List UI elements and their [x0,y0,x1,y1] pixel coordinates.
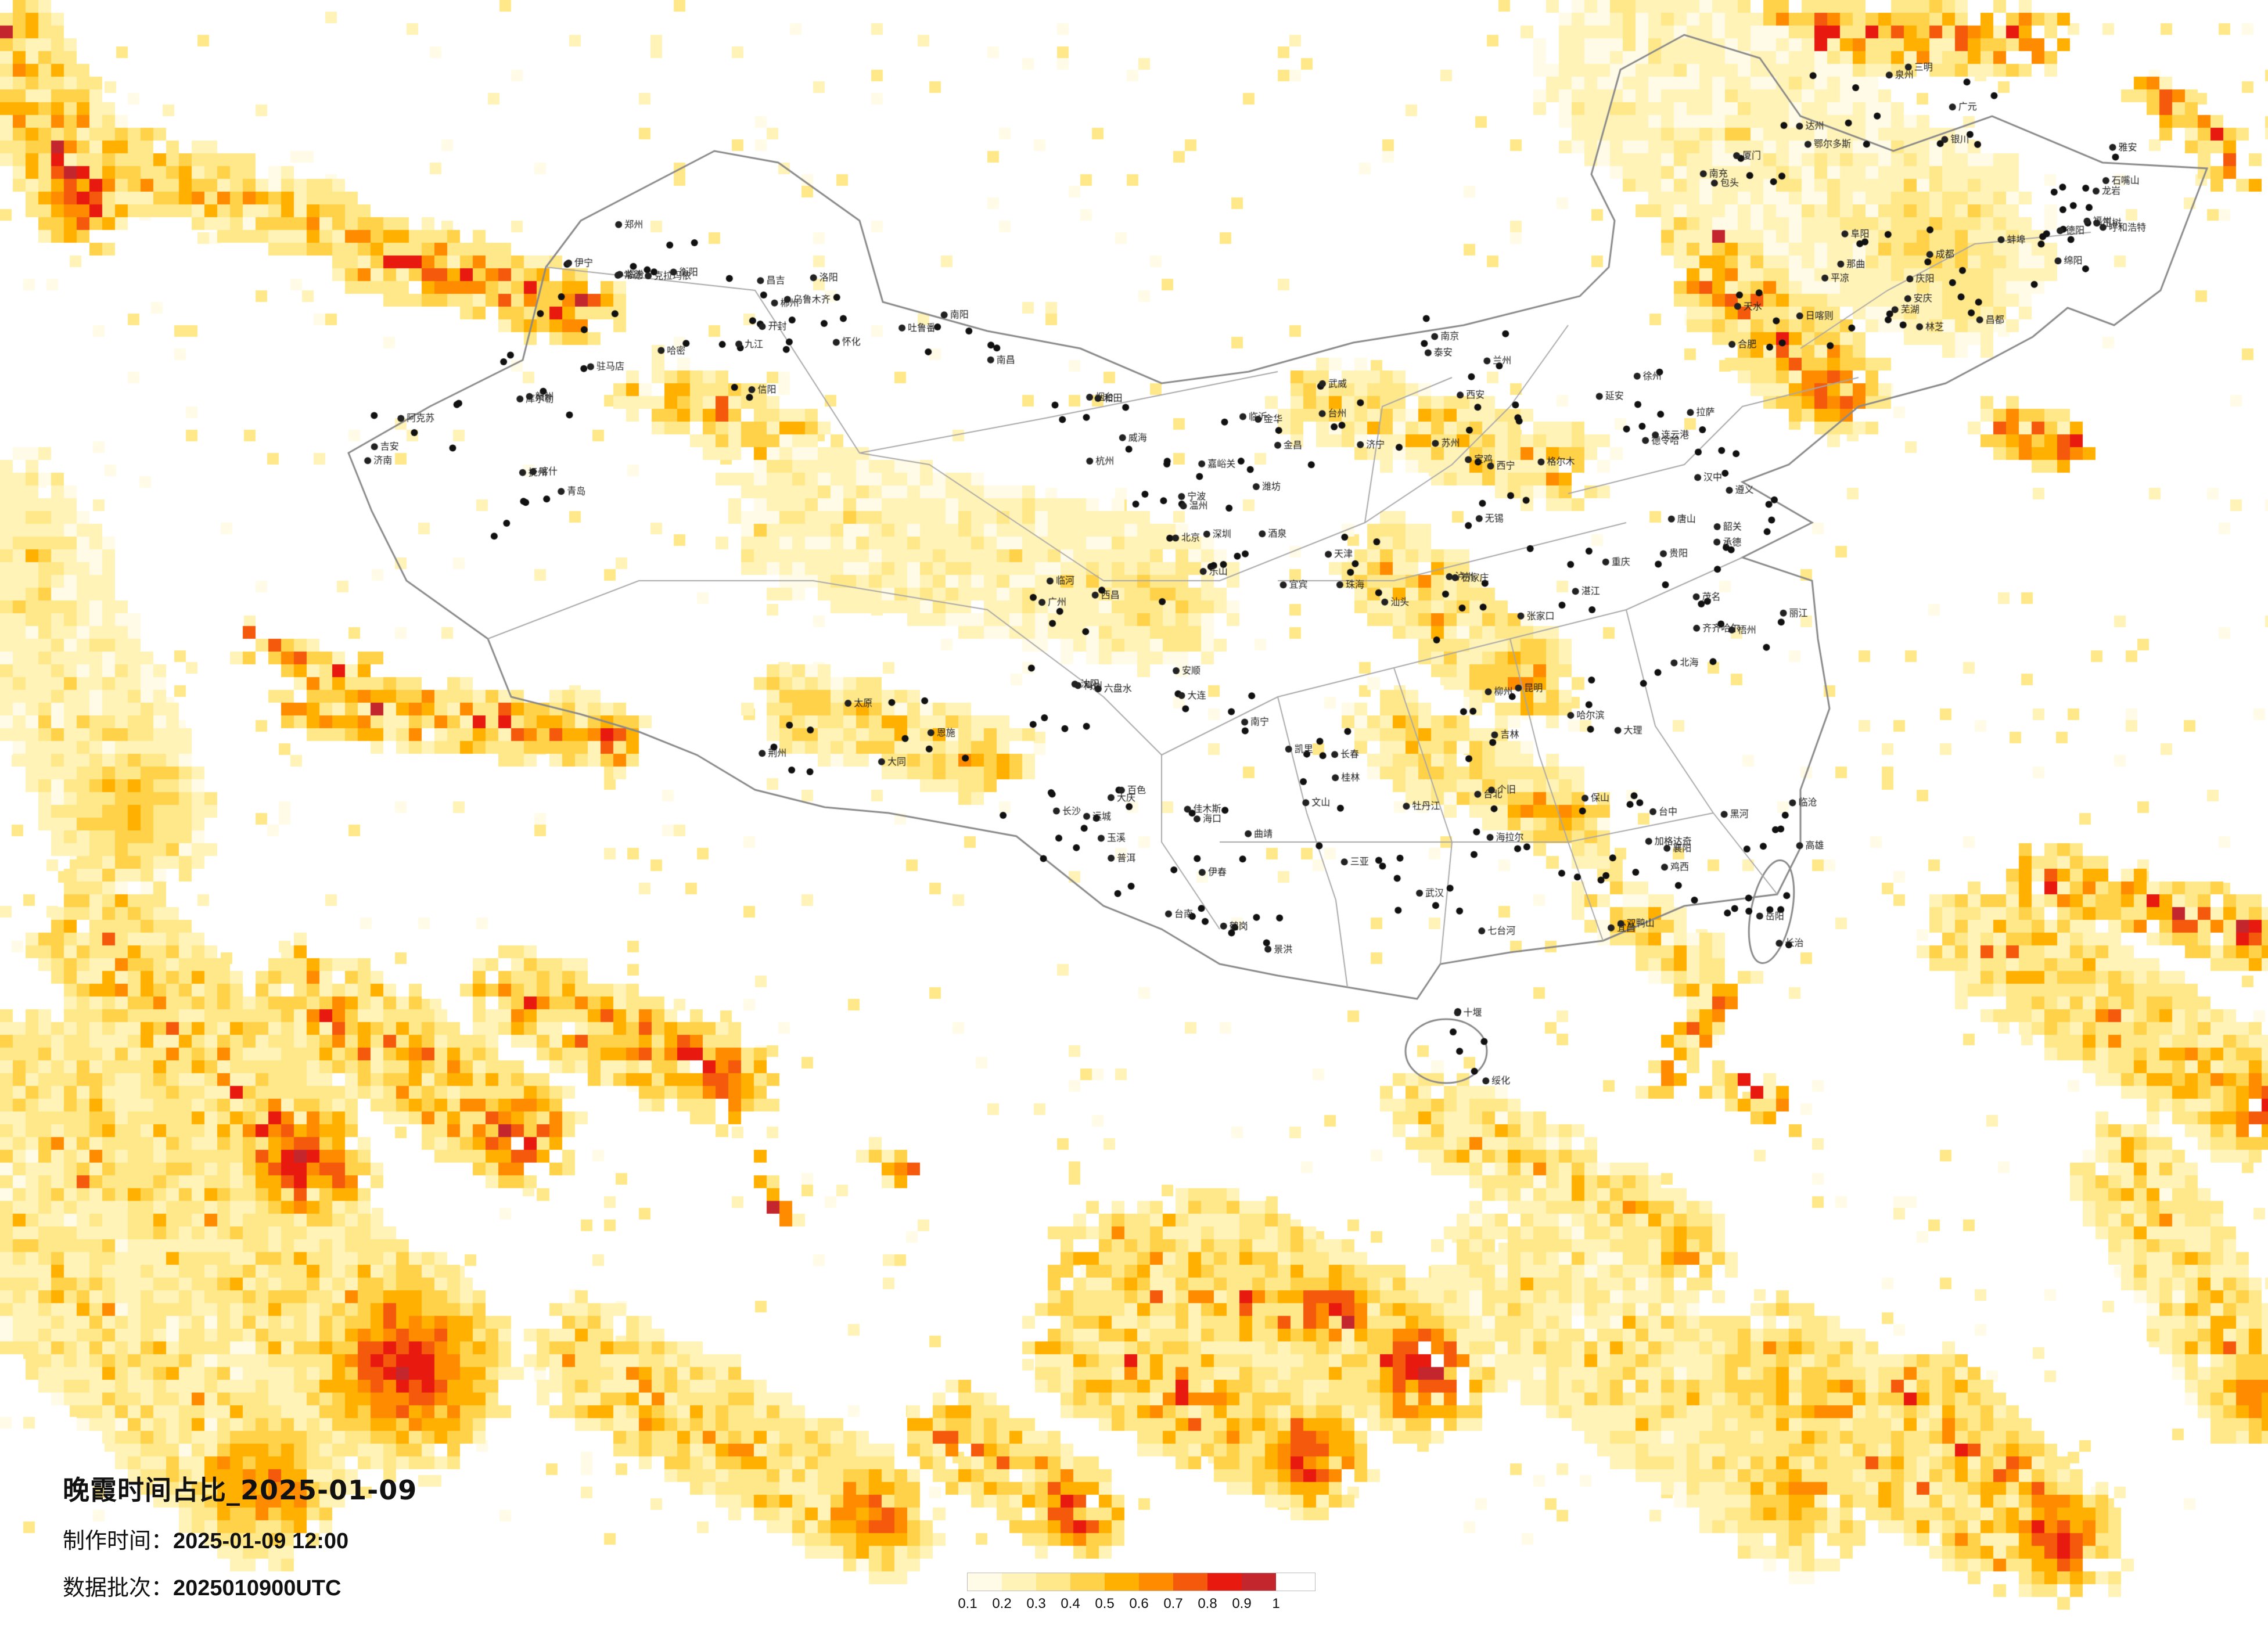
legend-tick: 1 [1272,1596,1280,1611]
legend-swatch [968,1573,1002,1591]
legend-tick: 0.5 [1095,1596,1115,1611]
legend-swatch [1207,1573,1242,1591]
color-legend: 0.1 0.2 0.3 0.4 0.5 0.6 0.7 0.8 0.9 1 [958,1573,1315,1617]
batch-value: 2025010900UTC [173,1576,342,1600]
legend-tick-labels: 0.1 0.2 0.3 0.4 0.5 0.6 0.7 0.8 0.9 1 [958,1596,1315,1617]
legend-tick: 0.3 [1026,1596,1046,1611]
legend-tick: 0.9 [1232,1596,1252,1611]
batch-label: 数据批次： [63,1575,174,1600]
legend-swatch [1036,1573,1070,1591]
legend-tick: 0.8 [1198,1596,1217,1611]
made-time-value: 2025-01-09 12:00 [173,1529,349,1553]
legend-swatch [1002,1573,1036,1591]
legend-swatch [1139,1573,1173,1591]
legend-tick: 0.2 [992,1596,1012,1611]
legend-swatch [1173,1573,1207,1591]
legend-swatch [1242,1573,1276,1591]
made-time-label: 制作时间： [63,1528,174,1553]
legend-tick: 0.7 [1163,1596,1183,1611]
batch-row: 数据批次：2025010900UTC [63,1570,417,1602]
legend-tick: 0.6 [1129,1596,1149,1611]
made-time-row: 制作时间：2025-01-09 12:00 [63,1523,417,1555]
legend-tick: 0.4 [1061,1596,1080,1611]
title-block: 晚霞时间占比_2025-01-09 制作时间：2025-01-09 12:00 … [63,1469,417,1602]
legend-swatch [1070,1573,1105,1591]
map-title: 晚霞时间占比_2025-01-09 [63,1474,418,1506]
legend-tick: 0.1 [958,1596,977,1611]
legend-swatch [1105,1573,1139,1591]
legend-colorbar [967,1573,1315,1591]
